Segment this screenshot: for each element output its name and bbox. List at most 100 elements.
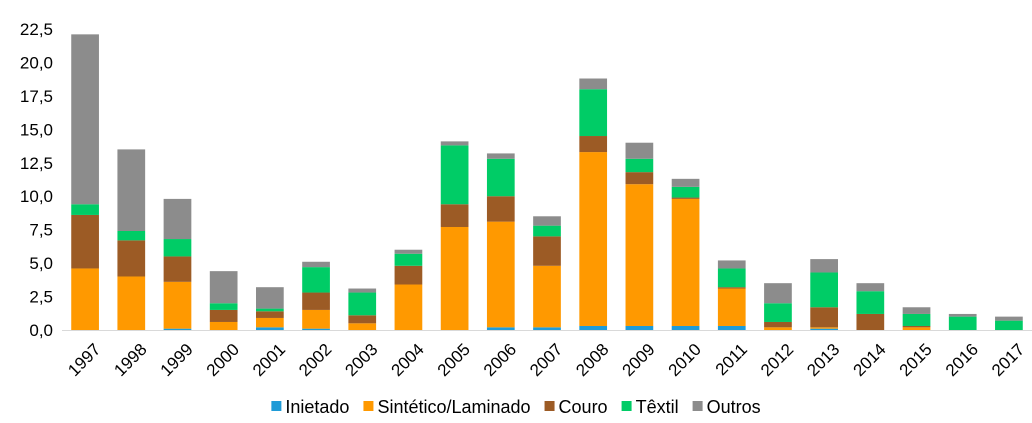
- bar-segment: [302, 292, 330, 310]
- legend-label: Couro: [559, 397, 608, 417]
- x-tick-label: 2015: [896, 340, 936, 380]
- bar-segment: [810, 327, 838, 329]
- bar-segment: [625, 172, 654, 185]
- bar-segment: [625, 142, 654, 159]
- legend-swatch: [363, 401, 374, 411]
- x-tick-label: 2005: [434, 340, 474, 380]
- bar-segment: [625, 184, 654, 326]
- y-tick-label: 7,5: [29, 221, 53, 240]
- bar-segment: [256, 287, 284, 309]
- legend: Inietado Sintético/Laminado Couro Têxtil Out…: [271, 397, 761, 417]
- y-tick-label: 5,0: [29, 254, 53, 273]
- bar-segment: [117, 276, 146, 330]
- bar-segment: [348, 292, 377, 316]
- x-tick-label: 2004: [388, 340, 428, 380]
- x-tick-label: 2008: [572, 340, 612, 380]
- bar-segment: [163, 198, 192, 240]
- bar-segment: [671, 178, 700, 187]
- bar-segment: [579, 325, 608, 330]
- bar-segment: [486, 196, 515, 222]
- bar-segment: [348, 323, 377, 330]
- bar-segment: [671, 325, 700, 330]
- bar-segment: [579, 136, 608, 153]
- x-tick-label: 2007: [526, 340, 566, 380]
- x-axis: 1997 1998 1999 2000 2001 2002 2003 2004 2005 2006…: [62, 330, 1032, 380]
- x-tick-label: 2003: [341, 340, 381, 380]
- legend-label: Outros: [707, 397, 761, 417]
- bar-segment: [486, 221, 515, 328]
- legend-label: Têxtil: [636, 397, 679, 417]
- bar-segment: [856, 283, 885, 292]
- y-axis: 0,0 2,5 5,0 7,5 10,0 12,5 15,0 17,5 20,0 22,5: [20, 20, 53, 340]
- bar-segment: [486, 327, 515, 330]
- bar-segment: [856, 291, 885, 314]
- bar-segment: [394, 284, 423, 330]
- bar-segment: [764, 327, 792, 330]
- bar-segment: [394, 249, 423, 254]
- bar-segment: [394, 265, 423, 285]
- bar-segment: [902, 327, 931, 330]
- x-tick-label: 2000: [203, 340, 243, 380]
- x-tick-label: 2017: [988, 340, 1028, 380]
- bar-segment: [810, 307, 838, 328]
- x-tick-label: 2012: [757, 340, 797, 380]
- bar-segment: [533, 236, 561, 266]
- bar-segment: [717, 260, 746, 269]
- y-tick-label: 0,0: [29, 321, 53, 340]
- bar-segment: [995, 320, 1023, 330]
- bar-segment: [209, 321, 238, 330]
- bar-segment: [533, 327, 561, 330]
- bar-segment: [302, 328, 330, 330]
- bar-segment: [117, 240, 146, 277]
- bar-segment: [256, 311, 284, 318]
- bar-segment: [117, 149, 146, 232]
- y-tick-label: 20,0: [20, 53, 53, 72]
- bar-segment: [163, 281, 192, 329]
- bar-segment: [440, 226, 469, 330]
- bar-segment: [348, 288, 377, 293]
- bar-segment: [440, 141, 469, 146]
- bar-segment: [302, 261, 330, 268]
- bar-segment: [902, 325, 931, 328]
- bar-segment: [163, 328, 192, 330]
- bar-segment: [995, 316, 1023, 321]
- bar-segment: [625, 325, 654, 330]
- bar-segment: [486, 158, 515, 197]
- bar-segment: [579, 152, 608, 326]
- bar-segment: [302, 309, 330, 329]
- bar-segment: [533, 216, 561, 226]
- bar-segment: [533, 265, 561, 328]
- legend-label: Sintético/Laminado: [377, 397, 530, 417]
- bar-segment: [579, 89, 608, 137]
- bar-segment: [625, 158, 654, 173]
- x-tick-label: 2016: [942, 340, 982, 380]
- bar-segment: [810, 272, 838, 308]
- x-tick-label: 2002: [295, 340, 335, 380]
- bar-segment: [71, 268, 99, 330]
- x-tick-label: 2013: [803, 340, 843, 380]
- bar-segment: [256, 317, 284, 328]
- bar-segment: [902, 307, 931, 314]
- bar-segment: [394, 253, 423, 266]
- x-tick-label: 1997: [64, 340, 104, 380]
- bar-segment: [579, 78, 608, 90]
- bar-segment: [671, 186, 700, 198]
- x-tick-label: 2009: [619, 340, 659, 380]
- bar-segment: [810, 328, 838, 330]
- x-tick-label: 2001: [249, 340, 289, 380]
- bar-segment: [717, 325, 746, 330]
- bar-segment: [348, 315, 377, 324]
- bar-segment: [302, 267, 330, 293]
- bar-segment: [717, 268, 746, 288]
- bar-segment: [764, 303, 792, 322]
- bar-segment: [440, 204, 469, 227]
- bar-segment: [533, 225, 561, 237]
- bars-group: [71, 34, 1023, 330]
- bar-segment: [948, 316, 977, 330]
- bar-segment: [163, 256, 192, 282]
- bar-segment: [71, 214, 99, 269]
- y-tick-label: 15,0: [20, 120, 53, 139]
- bar-segment: [671, 197, 700, 199]
- y-tick-label: 17,5: [20, 87, 53, 106]
